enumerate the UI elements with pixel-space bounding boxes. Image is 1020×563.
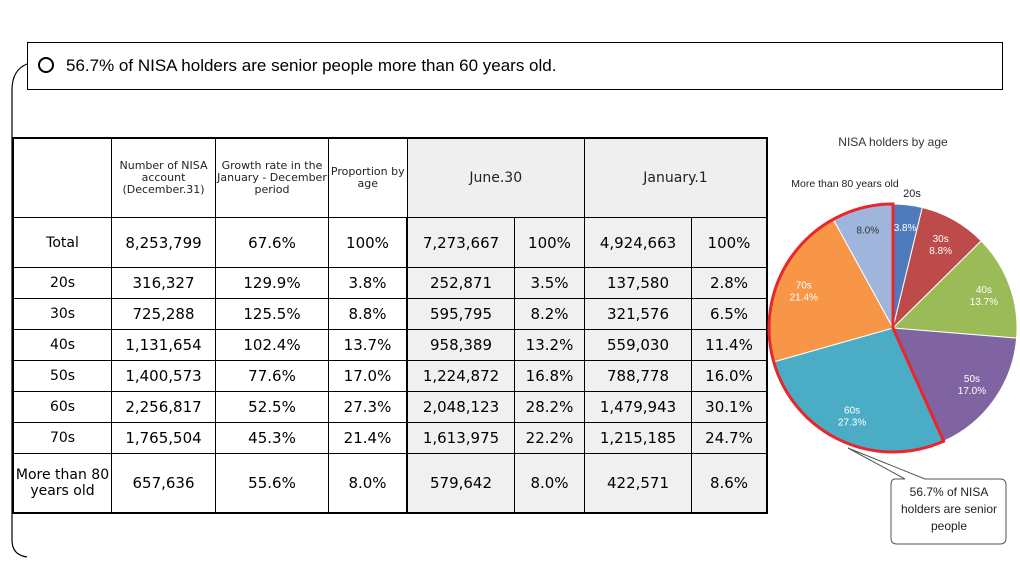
table-cell: 657,636 [111,453,216,514]
chart-title: NISA holders by age [838,135,948,149]
note-box: 56.7% of NISA holders are senior people … [27,42,1003,90]
header-cell: June.30 [406,137,585,218]
table-cell: 252,871 [406,267,515,299]
table-cell: 579,642 [406,453,515,514]
header-cell: Proportion by age [328,137,408,218]
callout: 56.7% of NISA holders are senior people [900,485,998,533]
table-row: 30s 725,288 125.5% 8.8% 595,795 8.2% 321,576 6.… [12,298,768,330]
table-cell: 16.8% [514,360,585,392]
slice-value: 21.4% [790,293,818,304]
table-cell: 3.8% [328,267,408,299]
table-cell: 70s [12,422,112,454]
table-cell: 7,273,667 [406,217,515,268]
slice-value: 13.7% [970,297,998,308]
table-cell: 1,400,573 [111,360,216,392]
table-cell: 1,613,975 [406,422,515,454]
table-cell: More than 80 years old [12,453,112,514]
table-cell: 13.2% [514,329,585,361]
slice-value: 8.8% [929,246,952,257]
table-cell: 21.4% [328,422,408,454]
table-cell: 8.6% [691,453,768,514]
table-cell: 27.3% [328,391,408,423]
table-cell: 13.7% [328,329,408,361]
table-cell: 17.0% [328,360,408,392]
slice-category: More than 80 years old [791,178,899,190]
table-cell: 2,256,817 [111,391,216,423]
table-cell: 8.2% [514,298,585,330]
table-cell: 55.6% [215,453,329,514]
slice-category: 50s [964,374,980,385]
senior-highlight [767,202,946,454]
pie-slice [891,240,1018,339]
table-cell: 8.0% [514,453,585,514]
table-row: 40s 1,131,654 102.4% 13.7% 958,389 13.2% 559,0… [12,329,768,361]
table-cell: 422,571 [584,453,692,514]
callout-box [847,447,1007,545]
table-cell: 2.8% [691,267,768,299]
table-cell: Total [12,217,112,268]
bullet [38,57,54,73]
pie-slice [892,327,1018,442]
table-row: 60s 2,256,817 52.5% 27.3% 2,048,123 28.2% 1,47… [12,391,768,423]
slice-category: 40s [976,285,992,296]
table-cell: 316,327 [111,267,216,299]
table-cell: 8,253,799 [111,217,216,268]
slice-value: 17.0% [958,386,986,397]
table-cell: 788,778 [584,360,692,392]
table-cell: 52.5% [215,391,329,423]
header-row: Number of NISA account (December.31) Grow… [12,137,768,218]
table-cell: 958,389 [406,329,515,361]
slice-category: 30s [933,234,949,245]
table-cell: 24.7% [691,422,768,454]
slice-value: 27.3% [838,418,866,429]
table-row: Total 8,253,799 67.6% 100% 7,273,667 100% 4,92… [12,217,768,268]
table-cell: 1,224,872 [406,360,515,392]
table-cell: 100% [328,217,408,268]
callout-text: 56.7% of NISA holders are senior people [900,485,998,533]
table-cell: 125.5% [215,298,329,330]
slice-category: 60s [844,406,860,417]
table-cell: 30.1% [691,391,768,423]
table-cell: 100% [691,217,768,268]
table-cell: 8.0% [328,453,408,514]
header-cell: January.1 [584,137,768,218]
table-cell: 45.3% [215,422,329,454]
table-cell: 129.9% [215,267,329,299]
slice-value: 3.8% [894,223,917,234]
table-cell: 1,215,185 [584,422,692,454]
table-cell: 6.5% [691,298,768,330]
table-cell: 2,048,123 [406,391,515,423]
table-row: 50s 1,400,573 77.6% 17.0% 1,224,872 16.8% 788,… [12,360,768,392]
table-cell: 1,765,504 [111,422,216,454]
table-cell: 60s [12,391,112,423]
table-row: More than 80 years old 657,636 55.6% 8.0% 57… [12,453,768,514]
slice-category: 70s [796,281,812,292]
header-cell: Number of NISA account (December.31) [111,137,216,218]
table-cell: 77.6% [215,360,329,392]
header-cell: Growth rate in the January - December pe… [215,137,329,218]
table-cell: 28.2% [514,391,585,423]
table-cell: 4,924,663 [584,217,692,268]
table-cell: 1,479,943 [584,391,692,423]
table-cell: 3.5% [514,267,585,299]
table-cell: 11.4% [691,329,768,361]
table-cell: 595,795 [406,298,515,330]
slice-category: 20s [903,188,921,200]
data-table: Number of NISA account (December.31) Grow… [12,137,768,514]
table-cell: 137,580 [584,267,692,299]
slice-value: 8.0% [856,226,879,237]
table-cell: 50s [12,360,112,392]
note-text: 56.7% of NISA holders are senior people … [66,56,557,75]
table-row: 70s 1,765,504 45.3% 21.4% 1,613,975 22.2% 1,21… [12,422,768,454]
table-row: 20s 316,327 129.9% 3.8% 252,871 3.5% 137,580 2.… [12,267,768,299]
